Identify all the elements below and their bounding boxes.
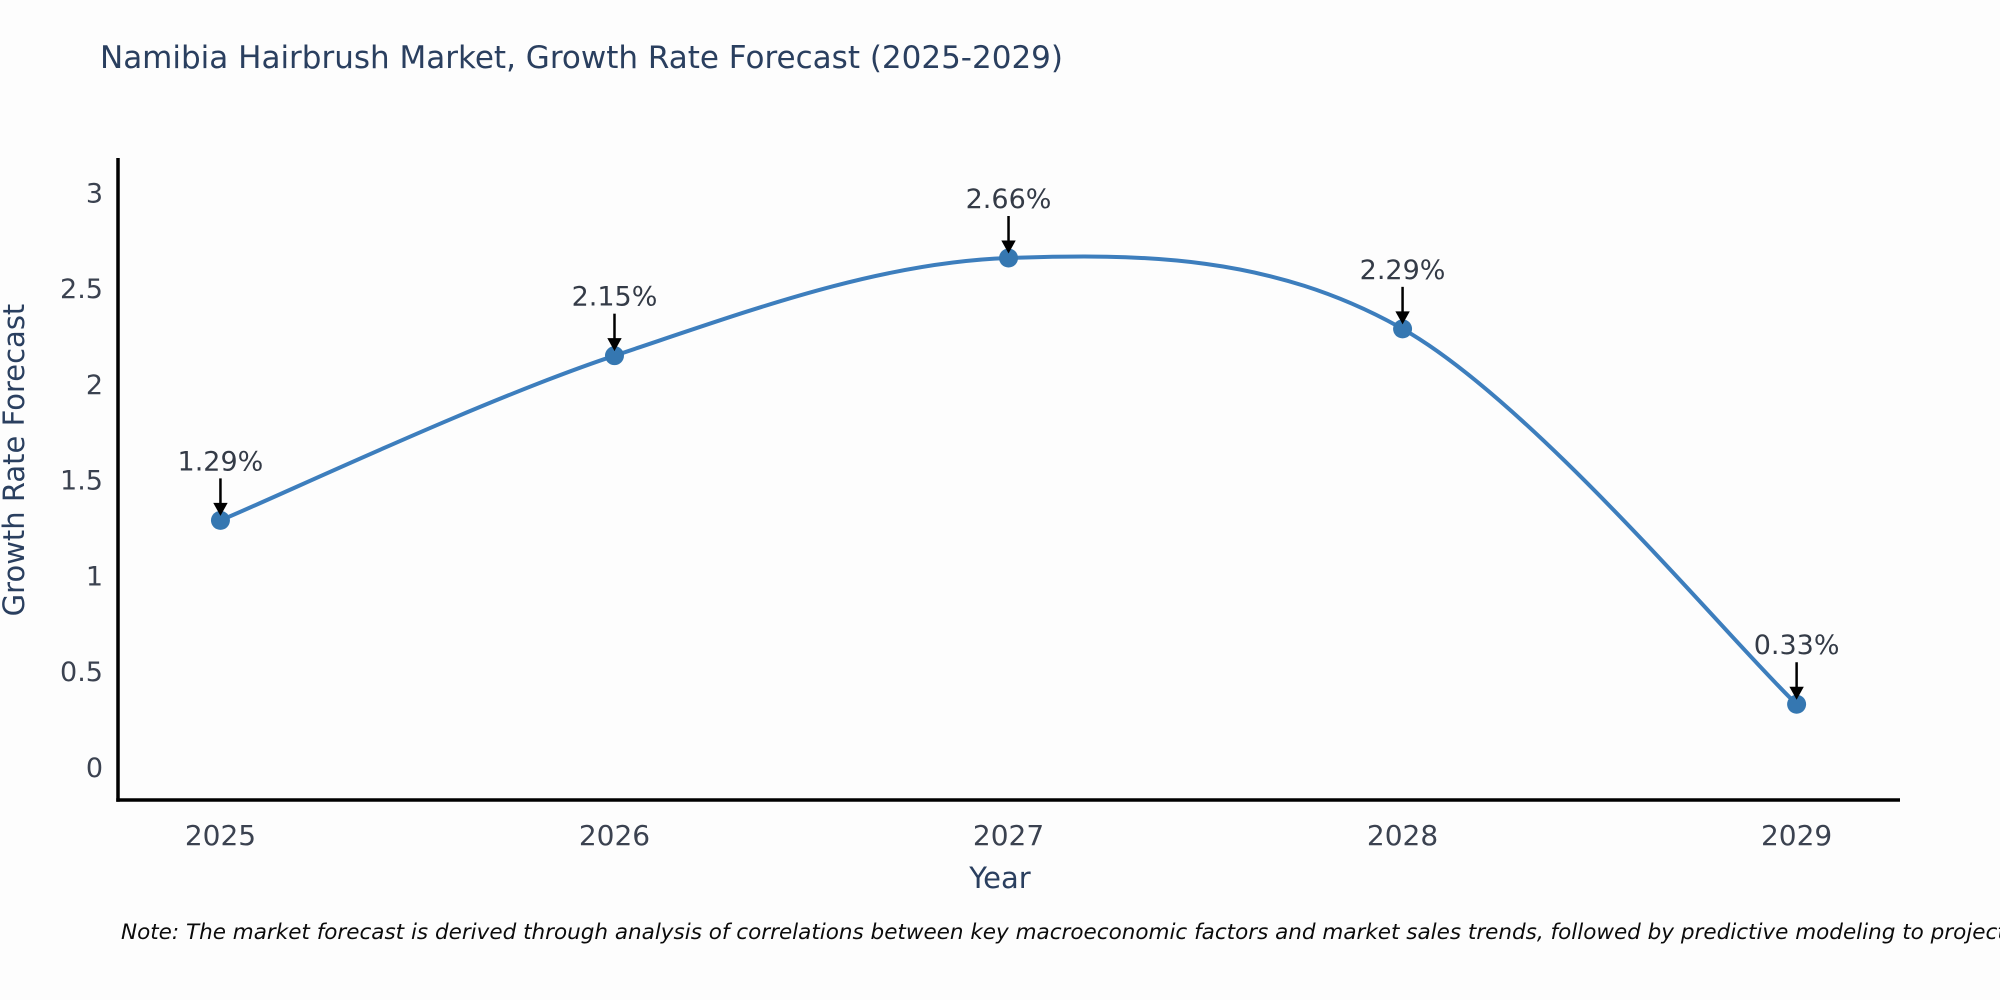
forecast-line [218,254,1799,707]
point-value-label: 1.29% [178,446,264,477]
x-tick-label: 2027 [973,819,1044,852]
y-tick-label: 3 [86,178,103,209]
data-point[interactable] [210,510,230,530]
point-value-label: 2.15% [572,282,658,313]
data-points [210,248,1807,714]
data-point[interactable] [999,248,1019,268]
x-tick-label: 2025 [185,819,256,852]
y-tick-label: 2 [86,370,103,401]
y-tick-label: 1 [86,561,103,592]
annotation-arrowhead-icon [213,502,228,516]
x-tick-label: 2029 [1761,819,1832,852]
x-axis-ticks: 2025 2026 2027 2028 2029 [185,819,1832,852]
data-point[interactable] [1787,694,1807,714]
point-value-label: 2.29% [1360,255,1446,286]
data-point[interactable] [604,346,624,366]
x-axis-title: Year [968,861,1030,895]
x-tick-label: 2026 [579,819,650,852]
annotation-arrowhead-icon [607,338,622,352]
point-value-label: 0.33% [1754,630,1840,661]
y-tick-label: 0.5 [60,657,103,688]
annotation-arrowhead-icon [1789,686,1804,700]
annotation-arrowhead-icon [1395,311,1410,325]
footnote: Note: The market forecast is derived thr… [121,920,2000,945]
point-value-label: 2.66% [966,184,1052,215]
y-tick-label: 2.5 [60,274,103,305]
y-tick-label: 1.5 [60,466,103,497]
y-axis-title: Growth Rate Forecast [0,304,31,617]
chart-title: Namibia Hairbrush Market, Growth Rate Fo… [100,40,1063,76]
point-annotations: 1.29% 2.15% 2.66% 2.29% 0.33% [178,184,1840,700]
annotation-arrowhead-icon [1001,240,1016,254]
data-point[interactable] [1393,319,1413,339]
y-axis-ticks: 0 0.5 1 1.5 2 2.5 3 [60,178,103,784]
x-tick-label: 2028 [1367,819,1438,852]
y-tick-label: 0 [86,753,103,784]
